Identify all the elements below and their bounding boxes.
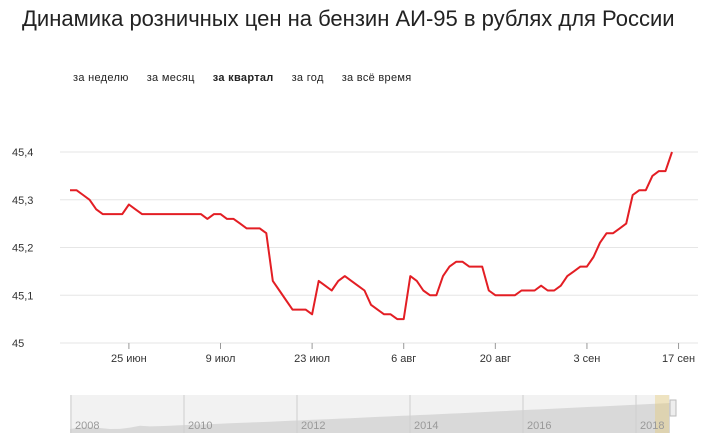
grid-lines bbox=[60, 151, 698, 344]
y-tick-label: 45,4 bbox=[12, 147, 33, 159]
x-tick-label: 9 июл bbox=[206, 353, 236, 365]
navigator-years: 2008 2010 2012 2014 2016 2018 bbox=[70, 395, 664, 433]
tab-quarter[interactable]: за квартал bbox=[212, 72, 274, 84]
navigator-year-label: 2016 bbox=[527, 420, 551, 432]
y-tick-label: 45,3 bbox=[12, 195, 33, 207]
navigator-handle[interactable] bbox=[669, 399, 677, 417]
y-tick-label: 45,2 bbox=[12, 243, 33, 255]
x-tick-label: 3 сен bbox=[573, 353, 600, 365]
y-axis-ticks: 45 45,1 45,2 45,3 45,4 bbox=[12, 147, 33, 350]
x-tick-label: 23 июл bbox=[294, 353, 330, 365]
chart-title: Динамика розничных цен на бензин АИ-95 в… bbox=[22, 6, 675, 31]
navigator-area bbox=[70, 403, 670, 433]
navigator-selection[interactable] bbox=[655, 395, 669, 433]
x-tick-label: 20 авг bbox=[480, 353, 511, 365]
x-tick-label: 25 июн bbox=[111, 353, 147, 365]
navigator-year-label: 2018 bbox=[640, 420, 664, 432]
period-tabs: за неделю за месяц за квартал за год за … bbox=[73, 72, 430, 84]
series-line-ai95 bbox=[70, 151, 673, 321]
x-tick-label: 17 сен bbox=[662, 353, 695, 365]
navigator-year-label: 2010 bbox=[188, 420, 212, 432]
time-navigator[interactable]: 2008 2010 2012 2014 2016 2018 bbox=[70, 395, 677, 433]
navigator-year-label: 2008 bbox=[75, 420, 99, 432]
navigator-year-label: 2014 bbox=[414, 420, 438, 432]
tab-year[interactable]: за год bbox=[291, 72, 324, 84]
x-tick-label: 6 авг bbox=[391, 353, 416, 365]
y-tick-label: 45,1 bbox=[12, 290, 33, 302]
tab-month[interactable]: за месяц bbox=[146, 72, 195, 84]
y-tick-label: 45 bbox=[12, 338, 24, 350]
tab-week[interactable]: за неделю bbox=[73, 72, 129, 84]
navigator-year-label: 2012 bbox=[301, 420, 325, 432]
x-axis-ticks: 25 июн 9 июл 23 июл 6 авг 20 авг 3 сен 17 сен bbox=[111, 343, 695, 365]
tab-all-time[interactable]: за всё время bbox=[341, 72, 412, 84]
